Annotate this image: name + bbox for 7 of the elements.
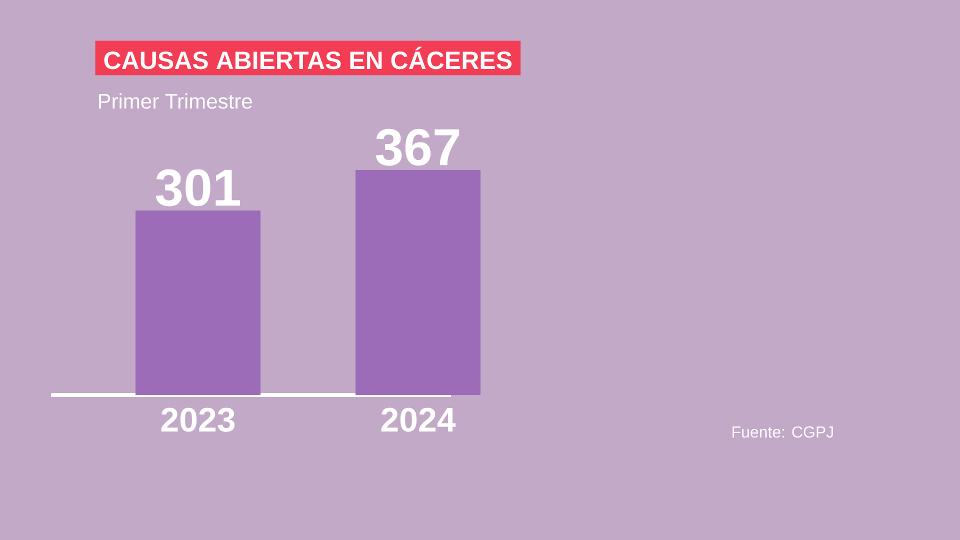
data-label: 301 — [156, 169, 240, 206]
source-note: Fuente: CGPJ — [732, 426, 833, 438]
x-tick-label: 2023 — [161, 408, 235, 432]
x-tick-label: 2024 — [381, 408, 456, 432]
chart-subtitle: Primer Trimestre — [98, 93, 252, 109]
data-label: 367 — [376, 128, 460, 166]
chart-title: CAUSAS ABIERTAS EN CÁCERES — [104, 46, 512, 70]
